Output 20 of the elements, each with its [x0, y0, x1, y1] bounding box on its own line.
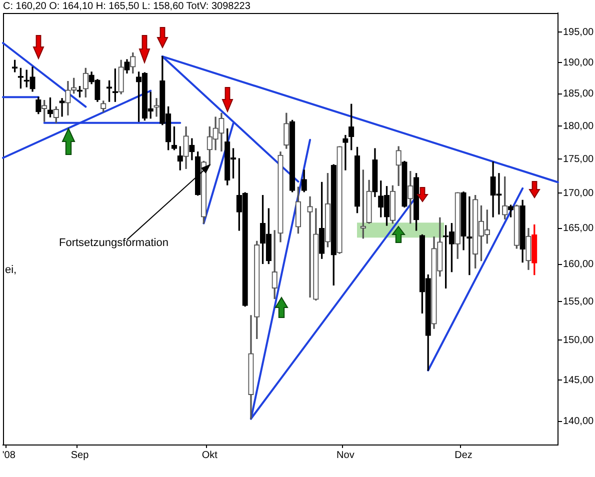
x-tick-label: Sep: [70, 450, 90, 461]
y-tick-label: 185,00: [563, 88, 594, 100]
y-tick-label: 190,00: [563, 57, 594, 68]
y-tick-label: 140,00: [563, 416, 594, 428]
annotation: ei,: [5, 264, 17, 276]
x-tick-label: Nov: [336, 450, 354, 461]
x-tick-label: '08: [2, 450, 16, 461]
y-tick-label: 165,00: [563, 223, 594, 234]
x-tick-label: Dez: [454, 450, 472, 461]
y-tick-label: 155,00: [563, 296, 594, 308]
y-tick-label: 160,00: [563, 259, 594, 270]
y-tick-label: 175,00: [563, 154, 594, 165]
y-tick-label: 180,00: [563, 120, 594, 132]
y-tick-label: 195,00: [563, 26, 594, 38]
annotation: Fortsetzungsformation: [59, 237, 168, 250]
y-tick-label: 170,00: [563, 188, 594, 199]
x-tick-label: Okt: [202, 450, 218, 461]
chart-title: C: 160,20 O: 164,10 H: 165,50 L: 158,60 TotV: 3098223: [3, 0, 251, 12]
y-tick-label: 145,00: [563, 374, 594, 386]
y-tick-label: 150,00: [563, 334, 594, 346]
